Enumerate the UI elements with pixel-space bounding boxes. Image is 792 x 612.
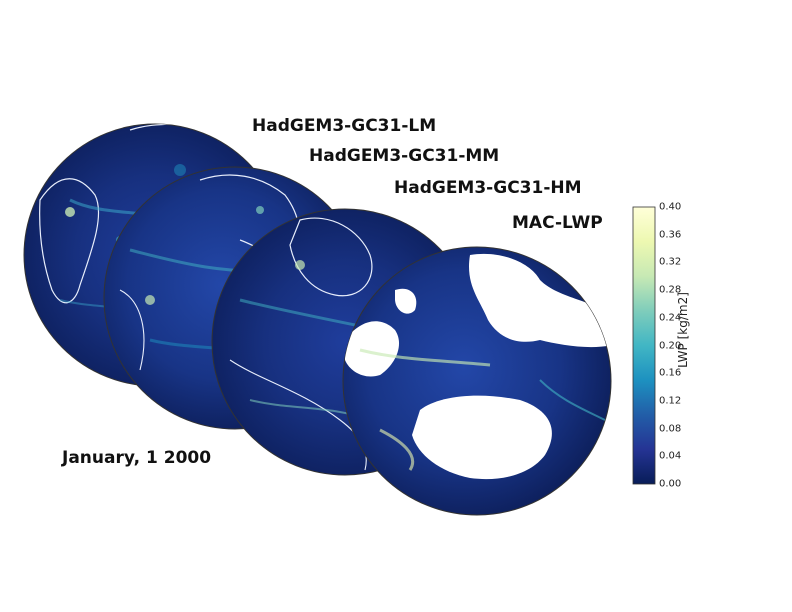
colorbar-tick-label: 0.04	[659, 450, 682, 462]
globe-label-hm: HadGEM3-GC31-HM	[394, 178, 582, 198]
colorbar-tick-label: 0.12	[659, 395, 682, 407]
globe-label-mm: HadGEM3-GC31-MM	[309, 146, 500, 166]
colorbar-tick-label: 0.08	[659, 423, 682, 435]
colorbar-tick-label: 0.16	[659, 367, 682, 379]
colorbar-tick-label: 0.32	[659, 256, 682, 268]
colorbar-tick-label: 0.20	[659, 340, 682, 351]
colorbar-tick-label: 0.28	[659, 284, 682, 296]
globe-mac	[342, 246, 612, 516]
colorbar-title: LWP [kg/m2]	[676, 292, 690, 368]
colorbar-tick-label: 0.40	[659, 201, 682, 213]
colorbar-gradient	[632, 206, 656, 485]
date-label: January, 1 2000	[62, 448, 212, 468]
globe-label-mac: MAC-LWP	[512, 213, 603, 233]
colorbar-tick-label: 0.36	[659, 229, 682, 241]
colorbar-tick-label: 0.24	[659, 312, 682, 324]
colorbar-tick-label: 0.00	[659, 478, 682, 490]
colorbar	[632, 206, 656, 485]
globe-label-lm: HadGEM3-GC31-LM	[252, 116, 437, 136]
